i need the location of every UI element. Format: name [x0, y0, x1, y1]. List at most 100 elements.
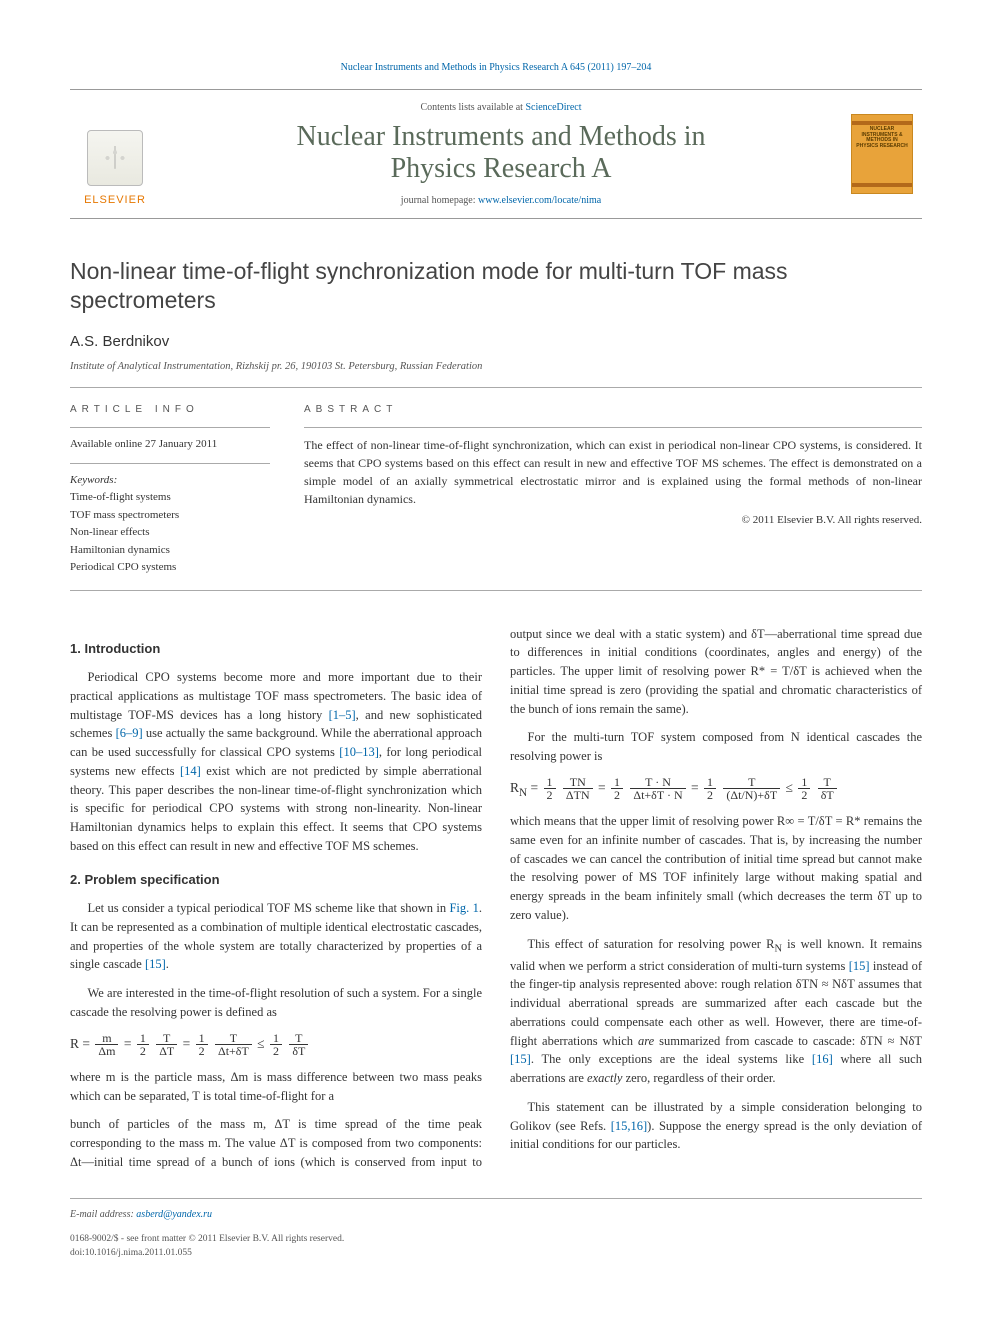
journal-cover-thumbnail: NUCLEAR INSTRUMENTS & METHODS IN PHYSICS… [851, 114, 913, 194]
citation-link[interactable]: [15] [510, 1052, 531, 1066]
journal-homepage-link[interactable]: www.elsevier.com/locate/nima [478, 195, 601, 206]
email-link[interactable]: asberd@yandex.ru [136, 1209, 212, 1220]
doi-line: doi:10.1016/j.nima.2011.01.055 [70, 1246, 922, 1260]
eq-num: 1 [270, 1032, 282, 1046]
eq-num: T [723, 776, 780, 790]
journal-name: Nuclear Instruments and Methods in Physi… [160, 121, 842, 185]
section-heading-spec: 2. Problem specification [70, 870, 482, 890]
body-text: Let us consider a typical periodical TOF… [88, 901, 450, 915]
eq-num: T [289, 1032, 308, 1046]
page-footer: E-mail address: asberd@yandex.ru 0168-90… [70, 1198, 922, 1261]
citation-link[interactable]: [6–9] [116, 726, 143, 740]
eq-den: δT [818, 789, 837, 802]
eq-num: 1 [137, 1032, 149, 1046]
body-text: . The only exceptions are the ideal syst… [531, 1052, 812, 1066]
eq-den: ΔT [156, 1045, 177, 1058]
running-header-link[interactable]: Nuclear Instruments and Methods in Physi… [341, 62, 652, 73]
paragraph: Let us consider a typical periodical TOF… [70, 899, 482, 974]
paragraph: Periodical CPO systems become more and m… [70, 668, 482, 856]
email-label: E-mail address: [70, 1209, 134, 1220]
article-info-label: ARTICLE INFO [70, 402, 270, 417]
journal-name-line2: Physics Research A [391, 153, 612, 184]
keyword: Periodical CPO systems [70, 559, 270, 576]
paragraph: where m is the particle mass, Δm is mass… [70, 1068, 482, 1106]
homepage-line: journal homepage: www.elsevier.com/locat… [160, 193, 842, 208]
citation-link[interactable]: [1–5] [329, 708, 356, 722]
figure-link[interactable]: Fig. 1 [449, 901, 478, 915]
eq-op: = [598, 780, 609, 795]
contents-line: Contents lists available at ScienceDirec… [160, 100, 842, 115]
eq-den: 2 [270, 1045, 282, 1058]
journal-name-line1: Nuclear Instruments and Methods in [296, 121, 705, 152]
elsevier-tree-icon [87, 130, 143, 186]
homepage-prefix: journal homepage: [401, 195, 478, 206]
eq-num: T [215, 1032, 252, 1046]
corresponding-email: E-mail address: asberd@yandex.ru [70, 1207, 922, 1222]
body-text: summarized from cascade to cascade: δTN … [654, 1034, 922, 1048]
eq-den: 2 [196, 1045, 208, 1058]
journal-masthead: ELSEVIER Contents lists available at Sci… [70, 90, 922, 219]
eq-op: = [124, 1036, 135, 1051]
keywords-list: Time-of-flight systems TOF mass spectrom… [70, 489, 270, 576]
body-text: . [166, 957, 169, 971]
keyword: Time-of-flight systems [70, 489, 270, 506]
eq-op: = [691, 780, 702, 795]
eq-num: 1 [798, 776, 810, 790]
cover-thumb-text: NUCLEAR INSTRUMENTS & METHODS IN PHYSICS… [856, 127, 908, 181]
paragraph: This statement can be illustrated by a s… [510, 1098, 922, 1154]
section-heading-intro: 1. Introduction [70, 639, 482, 659]
contents-prefix: Contents lists available at [420, 102, 525, 113]
paragraph: This effect of saturation for resolving … [510, 935, 922, 1088]
eq-sub: N [519, 787, 527, 799]
equation-r: R = mΔm = 12 TΔT = 12 TΔt+δT ≤ 12 TδT [70, 1032, 482, 1058]
body-two-column: 1. Introduction Periodical CPO systems b… [70, 625, 922, 1172]
publisher-logo-block: ELSEVIER [70, 100, 160, 208]
eq-num: TN [563, 776, 593, 790]
eq-den: ΔTN [563, 789, 593, 802]
paragraph: We are interested in the time-of-flight … [70, 984, 482, 1022]
eq-num: 1 [196, 1032, 208, 1046]
citation-link[interactable]: [15,16] [611, 1119, 647, 1133]
citation-link[interactable]: [15] [849, 959, 870, 973]
eq-num: T [818, 776, 837, 790]
equation-rn: RN = 12 TNΔTN = 12 T · NΔt+δT · N = 12 T… [510, 776, 922, 802]
eq-den: δT [289, 1045, 308, 1058]
eq-den: 2 [704, 789, 716, 802]
paragraph: which means that the upper limit of reso… [510, 812, 922, 925]
em-text: exactly [587, 1071, 622, 1085]
issn-line: 0168-9002/$ - see front matter © 2011 El… [70, 1232, 922, 1246]
abstract-label: ABSTRACT [304, 402, 922, 417]
author-name: A.S. Berdnikov [70, 331, 922, 354]
publisher-name: ELSEVIER [84, 192, 146, 209]
citation-link[interactable]: [10–13] [339, 745, 379, 759]
body-text: This effect of saturation for resolving … [528, 937, 775, 951]
abstract-column: ABSTRACT The effect of non-linear time-o… [304, 402, 922, 576]
eq-op: = [183, 1036, 194, 1051]
eq-num: T [156, 1032, 177, 1046]
eq-den: 2 [798, 789, 810, 802]
eq-den: 2 [611, 789, 623, 802]
eq-lhs: R = [70, 1036, 90, 1051]
eq-den: Δt+δT · N [630, 789, 685, 802]
eq-num: 1 [544, 776, 556, 790]
keyword: TOF mass spectrometers [70, 507, 270, 524]
keyword: Hamiltonian dynamics [70, 542, 270, 559]
info-rule [70, 427, 270, 428]
running-header: Nuclear Instruments and Methods in Physi… [70, 60, 922, 75]
citation-link[interactable]: [16] [812, 1052, 833, 1066]
info-rule-2 [70, 463, 270, 464]
sciencedirect-link[interactable]: ScienceDirect [525, 102, 581, 113]
eq-num: 1 [704, 776, 716, 790]
available-online: Available online 27 January 2011 [70, 436, 270, 453]
eq-num: 1 [611, 776, 623, 790]
eq-den: Δm [95, 1045, 118, 1058]
citation-link[interactable]: [14] [180, 764, 201, 778]
eq-lhs: R [510, 780, 519, 795]
keyword: Non-linear effects [70, 524, 270, 541]
abstract-text: The effect of non-linear time-of-flight … [304, 436, 922, 508]
article-info-column: ARTICLE INFO Available online 27 January… [70, 402, 270, 576]
citation-link[interactable]: [15] [145, 957, 166, 971]
abstract-copyright: © 2011 Elsevier B.V. All rights reserved… [304, 512, 922, 529]
eq-den: (Δt/N)+δT [723, 789, 780, 802]
eq-den: 2 [544, 789, 556, 802]
